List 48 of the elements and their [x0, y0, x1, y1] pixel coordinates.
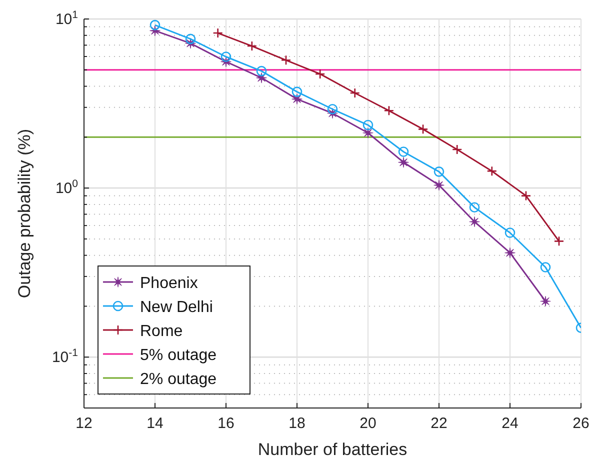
x-tick-label: 16: [218, 415, 234, 432]
point: [292, 86, 302, 97]
point: [246, 40, 258, 52]
point: [362, 120, 374, 130]
point: [185, 34, 196, 44]
point: [469, 202, 480, 212]
x-tick-label: 18: [288, 415, 306, 432]
x-tick-label: 26: [572, 415, 590, 432]
y-tick-label: 10$^{1}$: [55, 9, 78, 28]
x-tick-label: 14: [146, 415, 164, 432]
y-tick-label: 10$^{0}$: [55, 178, 78, 198]
legend-label: Phoenix: [140, 275, 198, 292]
point: [520, 190, 532, 201]
point: [418, 124, 428, 134]
point: [504, 228, 516, 238]
point: [314, 68, 326, 80]
point: [452, 144, 462, 155]
point: [486, 166, 498, 176]
point: [280, 54, 292, 66]
x-axis-title: Number of batteries: [258, 440, 408, 459]
point: [362, 128, 374, 138]
legend-label: New Delhi: [140, 299, 213, 316]
point: [434, 180, 444, 190]
point: [150, 20, 160, 30]
point: [504, 248, 516, 258]
point: [554, 236, 564, 246]
point: [350, 88, 360, 98]
point: [256, 66, 267, 76]
point: [220, 52, 232, 62]
point: [540, 262, 551, 272]
point: [398, 157, 409, 168]
x-tick-label: 24: [502, 415, 518, 432]
point: [469, 216, 480, 228]
point: [384, 106, 394, 116]
x-tick-label: 12: [76, 415, 92, 432]
legend-label: 5% outage: [140, 347, 217, 364]
legend-label: Rome: [140, 323, 183, 340]
point: [292, 94, 302, 104]
point: [540, 296, 551, 307]
point: [212, 28, 223, 38]
x-tick-label: 20: [360, 415, 376, 432]
point: [327, 104, 338, 114]
y-axis-title: Outage probability (%): [15, 128, 34, 298]
y-tick-label: 10$^{-1}$: [52, 347, 78, 366]
point: [398, 146, 409, 157]
legend-label: 2% outage: [140, 371, 217, 388]
point: [434, 166, 444, 177]
x-tick-label: 22: [430, 415, 448, 432]
